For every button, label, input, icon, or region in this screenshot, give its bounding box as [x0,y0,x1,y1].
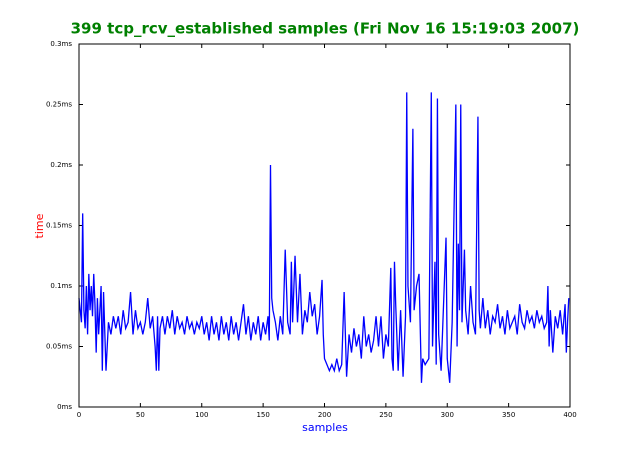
y-tick-label: 0.2ms [50,161,72,169]
x-tick-label: 50 [136,411,145,419]
x-tick-label: 250 [379,411,392,419]
x-tick-label: 300 [441,411,454,419]
y-axis-label: time [33,213,46,238]
x-tick-label: 0 [77,411,81,419]
y-tick-label: 0.05ms [46,343,72,351]
x-tick-label: 350 [502,411,515,419]
y-tick-label: 0ms [57,403,72,411]
x-tick-label: 400 [563,411,576,419]
x-tick-label: 150 [256,411,269,419]
data-line [78,92,570,383]
plot-frame [78,43,571,408]
x-axis-label: samples [302,421,348,434]
y-tick-label: 0.1ms [50,282,72,290]
x-tick-label: 200 [318,411,331,419]
x-tick-label: 100 [195,411,208,419]
y-tick-label: 0.3ms [50,40,72,48]
y-tick-label: 0.25ms [46,101,72,109]
chart-title: 399 tcp_rcv_established samples (Fri Nov… [71,20,580,38]
y-tick-label: 0.15ms [46,222,72,230]
